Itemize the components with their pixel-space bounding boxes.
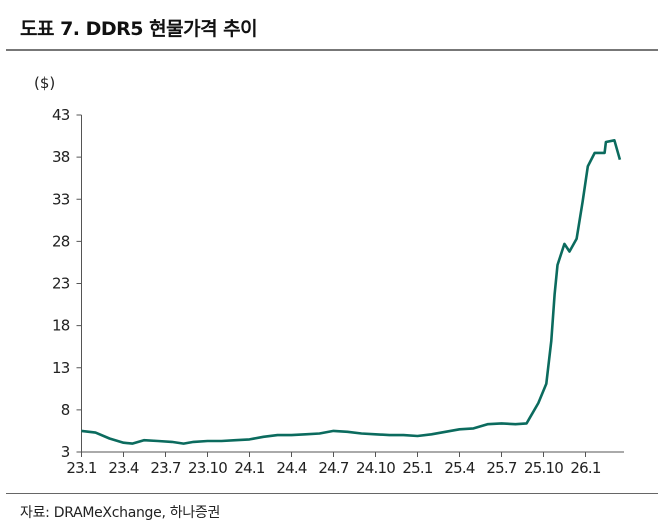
x-tick-label: 25.4 — [444, 459, 474, 477]
y-tick-label: 8 — [61, 401, 70, 419]
x-tick-label: 23.4 — [108, 459, 138, 477]
y-axis-unit-label: ($) — [34, 74, 56, 92]
x-tick-label: 26.1 — [570, 459, 600, 477]
x-tick-label: 24.4 — [276, 459, 306, 477]
y-tick-label: 43 — [52, 106, 70, 124]
y-tick-label: 38 — [52, 148, 70, 166]
x-tick-label: 25.7 — [486, 459, 516, 477]
x-tick-label: 24.10 — [356, 459, 395, 477]
x-tick-label: 23.10 — [188, 459, 227, 477]
y-tick-label: 33 — [52, 190, 70, 208]
series-line — [81, 139, 622, 445]
source-divider — [6, 493, 658, 494]
x-tick-label: 25.1 — [402, 459, 432, 477]
y-tick-label: 18 — [52, 317, 70, 335]
x-tick-label: 23.7 — [150, 459, 180, 477]
x-tick-label: 25.10 — [524, 459, 563, 477]
chart-title: 도표 7. DDR5 현물가격 추이 — [20, 18, 258, 40]
source-note: 자료: DRAMeXchange, 하나증권 — [20, 505, 221, 521]
x-tick-label: 24.1 — [234, 459, 264, 477]
y-tick-label: 13 — [52, 359, 70, 377]
y-tick-label: 28 — [52, 232, 70, 250]
x-tick-label: 24.7 — [318, 459, 348, 477]
y-tick-label: 23 — [52, 275, 70, 293]
y-tick-label: 3 — [61, 443, 70, 461]
title-divider — [6, 49, 658, 51]
x-tick-label: 23.1 — [66, 459, 96, 477]
